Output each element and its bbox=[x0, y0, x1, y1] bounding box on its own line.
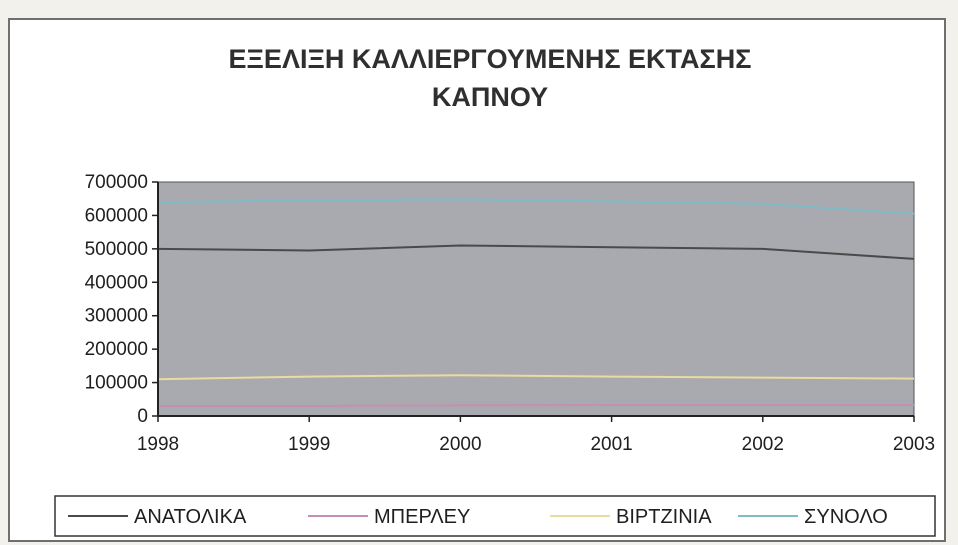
chart-svg: ΕΞΕΛΙΞΗ ΚΑΛΛΙΕΡΓΟΥΜΕΝΗΣ ΕΚΤΑΣΗΣ ΚΑΠΝΟΥ 0… bbox=[54, 44, 936, 537]
y-tick-label: 100000 bbox=[85, 373, 148, 394]
chart-frame: ΕΞΕΛΙΞΗ ΚΑΛΛΙΕΡΓΟΥΜΕΝΗΣ ΕΚΤΑΣΗΣ ΚΑΠΝΟΥ 0… bbox=[8, 18, 946, 542]
y-tick-label: 400000 bbox=[85, 272, 148, 293]
series-line-4 bbox=[157, 198, 915, 215]
chart-title-line-2: ΚΑΠΝΟΥ bbox=[432, 82, 548, 112]
y-tick-label: 300000 bbox=[85, 306, 148, 327]
x-tick-label: 1998 bbox=[137, 434, 179, 455]
plot-area bbox=[157, 181, 915, 417]
legend-label: ΜΠΕΡΛΕΥ bbox=[374, 506, 470, 528]
series-layer bbox=[157, 198, 915, 407]
series-line-3 bbox=[157, 374, 915, 381]
chart-title-line-1: ΕΞΕΛΙΞΗ ΚΑΛΛΙΕΡΓΟΥΜΕΝΗΣ ΕΚΤΑΣΗΣ bbox=[229, 44, 752, 74]
y-tick-label: 500000 bbox=[85, 239, 148, 260]
series-line-1 bbox=[157, 244, 915, 260]
x-tick-label: 2003 bbox=[893, 434, 935, 455]
legend-label: ΑΝΑΤΟΛΙΚΑ bbox=[134, 506, 247, 528]
y-tick-label: 200000 bbox=[85, 339, 148, 360]
x-tick-label: 2000 bbox=[439, 434, 481, 455]
x-tick-label: 1999 bbox=[288, 434, 330, 455]
series-line-2 bbox=[158, 404, 914, 407]
legend-label: ΣΥΝΟΛΟ bbox=[804, 506, 888, 528]
legend-label: ΒΙΡΤΖΙΝΙΑ bbox=[616, 506, 712, 528]
x-ticks: 1998 1999 2000 2001 2002 2003 bbox=[137, 416, 935, 455]
legend: ΑΝΑΤΟΛΙΚΑ ΜΠΕΡΛΕΥ ΒΙΡΤΖΙΝΙΑ ΣΥΝΟΛΟ bbox=[68, 506, 888, 528]
y-tick-label: 0 bbox=[137, 406, 148, 427]
x-tick-label: 2002 bbox=[742, 434, 784, 455]
y-tick-label: 600000 bbox=[85, 205, 148, 226]
x-tick-label: 2001 bbox=[590, 434, 632, 455]
y-tick-label: 700000 bbox=[85, 172, 148, 193]
y-ticks: 0 100000 200000 300000 400000 500000 600000 700… bbox=[85, 172, 158, 427]
